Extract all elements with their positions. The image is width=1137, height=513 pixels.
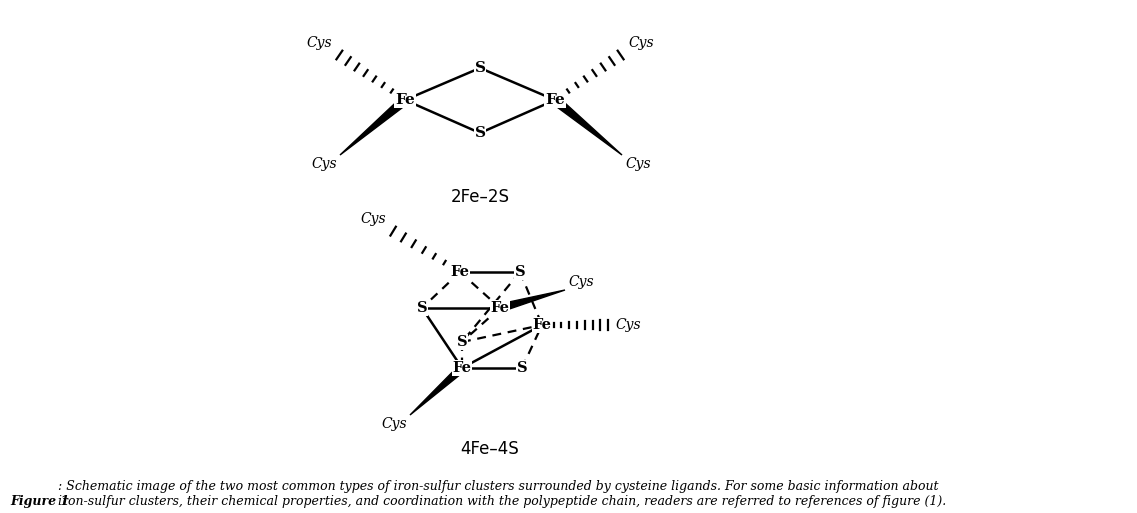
Polygon shape (499, 290, 565, 312)
Polygon shape (410, 365, 465, 415)
Text: 2Fe–2S: 2Fe–2S (450, 188, 509, 206)
Text: Cys: Cys (312, 157, 337, 171)
Text: Fe: Fe (545, 93, 565, 107)
Text: Fe: Fe (490, 301, 509, 315)
Text: Cys: Cys (625, 157, 650, 171)
Polygon shape (553, 96, 622, 155)
Text: Cys: Cys (360, 212, 385, 226)
Text: Fe: Fe (450, 265, 470, 279)
Text: S: S (515, 265, 525, 279)
Text: Cys: Cys (568, 275, 594, 289)
Text: S: S (474, 126, 485, 140)
Text: S: S (416, 301, 428, 315)
Text: : Schematic image of the two most common types of iron-sulfur clusters surrounde: : Schematic image of the two most common… (58, 480, 946, 508)
Text: Cys: Cys (306, 36, 332, 50)
Text: Figure 1: Figure 1 (10, 495, 69, 508)
Text: Fe: Fe (453, 361, 472, 375)
Text: S: S (474, 61, 485, 75)
Text: 4Fe–4S: 4Fe–4S (460, 440, 520, 458)
Text: S: S (516, 361, 528, 375)
Text: Cys: Cys (381, 417, 407, 431)
Polygon shape (340, 96, 408, 155)
Text: S: S (457, 335, 467, 349)
Text: Fe: Fe (532, 318, 551, 332)
Text: Cys: Cys (628, 36, 654, 50)
Text: Cys: Cys (615, 318, 640, 332)
Text: Fe: Fe (396, 93, 415, 107)
